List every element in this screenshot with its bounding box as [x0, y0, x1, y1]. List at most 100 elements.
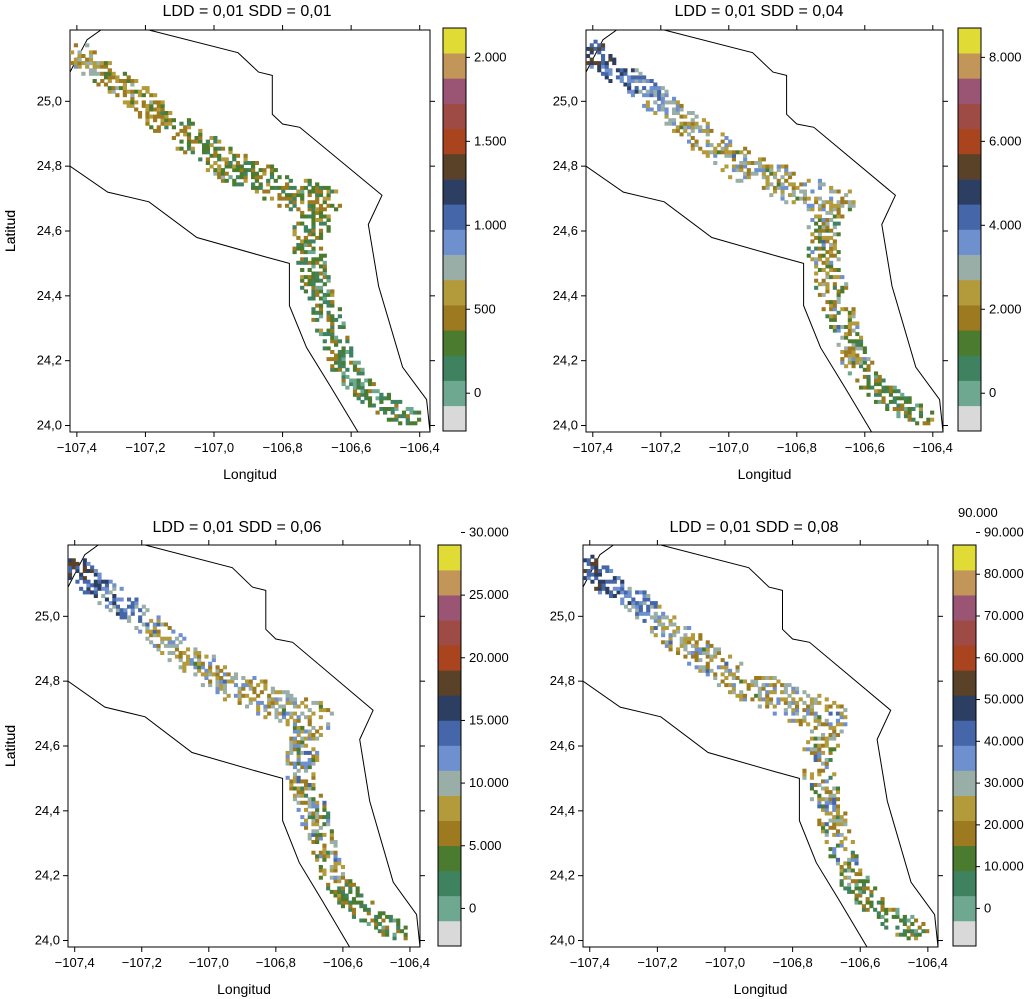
occupied-cell	[322, 339, 327, 344]
occupied-cell	[821, 736, 826, 741]
occupied-cell	[326, 357, 331, 362]
occupied-cell	[141, 611, 146, 616]
occupied-cell	[690, 654, 695, 659]
occupied-cell	[843, 868, 848, 873]
occupied-cell	[115, 93, 120, 98]
occupied-cell	[788, 171, 793, 176]
occupied-cell	[352, 367, 358, 372]
occupied-cell	[829, 200, 834, 205]
occupied-cell	[92, 61, 97, 66]
occupied-cell	[73, 57, 78, 62]
occupied-cell	[160, 622, 165, 627]
y-tick-label: 24,0	[553, 418, 578, 433]
occupied-cell	[750, 161, 755, 165]
occupied-cell	[141, 93, 146, 98]
occupied-cell	[70, 50, 75, 55]
occupied-cell	[134, 626, 139, 630]
occupied-cell	[307, 758, 312, 762]
occupied-cell	[836, 250, 841, 255]
occupied-cell	[601, 61, 606, 66]
occupied-cell	[296, 743, 301, 748]
occupied-cell	[780, 196, 785, 201]
occupied-cell	[824, 800, 829, 805]
occupied-cell	[403, 936, 408, 941]
occupied-cell	[914, 918, 919, 923]
occupied-cell	[345, 374, 350, 379]
occupied-cell	[333, 861, 338, 866]
occupied-cell	[869, 900, 874, 905]
occupied-cell	[322, 346, 327, 351]
occupied-cell	[289, 750, 294, 755]
occupied-cell	[186, 132, 192, 137]
occupied-cell	[322, 850, 327, 855]
occupied-cell	[769, 697, 774, 702]
occupied-cell	[326, 815, 331, 820]
occupied-cell	[832, 850, 837, 855]
occupied-cell	[73, 64, 78, 69]
occupied-cell	[672, 622, 677, 627]
occupied-cell	[731, 150, 736, 155]
colorbar-swatch	[438, 845, 461, 872]
occupied-cell	[829, 307, 834, 312]
occupied-cell	[847, 332, 852, 337]
occupied-cell	[292, 193, 297, 198]
occupied-cell	[360, 371, 365, 376]
occupied-cell	[285, 690, 290, 695]
occupied-cell	[220, 175, 226, 180]
occupied-cell	[683, 626, 688, 630]
colorbar-tick-label: 20.000	[984, 817, 1024, 832]
occupied-cell	[844, 332, 849, 337]
colorbar-swatch	[438, 595, 461, 621]
occupied-cell	[141, 100, 146, 105]
occupied-cell	[300, 736, 305, 741]
occupied-cell	[690, 651, 695, 655]
occupied-cell	[910, 932, 915, 937]
occupied-cell	[844, 350, 849, 354]
occupied-cell	[835, 804, 840, 809]
colorbar-swatch	[953, 845, 976, 872]
occupied-cell	[219, 686, 224, 691]
colorbar-swatch	[443, 204, 466, 230]
occupied-cell	[716, 150, 721, 155]
occupied-cell	[168, 118, 173, 123]
occupied-cell	[829, 235, 834, 240]
occupied-cell	[311, 725, 316, 730]
occupied-cell	[93, 583, 98, 588]
occupied-cell	[359, 904, 364, 909]
occupied-cell	[862, 350, 867, 354]
occupied-cell	[222, 672, 227, 677]
occupied-cell	[891, 914, 896, 919]
occupied-cell	[694, 139, 699, 144]
occupied-cell	[594, 558, 599, 563]
occupied-cell	[858, 900, 863, 905]
occupied-cell	[832, 207, 837, 212]
occupied-cell	[885, 407, 890, 411]
occupied-cell	[160, 121, 165, 126]
occupied-cell	[802, 708, 807, 713]
occupied-cell	[683, 647, 688, 652]
x-tick-label: −106,6	[323, 955, 363, 970]
occupied-cell	[839, 882, 844, 887]
occupied-cell	[825, 282, 830, 287]
occupied-cell	[277, 196, 282, 201]
occupied-cell	[292, 722, 297, 727]
occupied-cell	[761, 171, 766, 176]
occupied-cell	[307, 182, 312, 187]
occupied-cell	[825, 228, 830, 233]
colorbar-tick-label: 0	[984, 900, 991, 915]
occupied-cell	[720, 658, 725, 663]
occupied-cell	[634, 75, 639, 80]
occupied-cell	[847, 325, 852, 329]
occupied-cell	[296, 718, 301, 723]
occupied-cell	[806, 225, 811, 230]
occupied-cell	[374, 914, 379, 919]
occupied-cell	[731, 153, 736, 158]
occupied-cell	[168, 111, 173, 115]
occupied-cell	[791, 200, 796, 205]
occupied-cell	[75, 565, 80, 570]
occupied-cell	[765, 182, 770, 187]
occupied-cell	[145, 107, 150, 112]
colorbar-swatch	[958, 128, 981, 155]
occupied-cell	[847, 339, 852, 344]
